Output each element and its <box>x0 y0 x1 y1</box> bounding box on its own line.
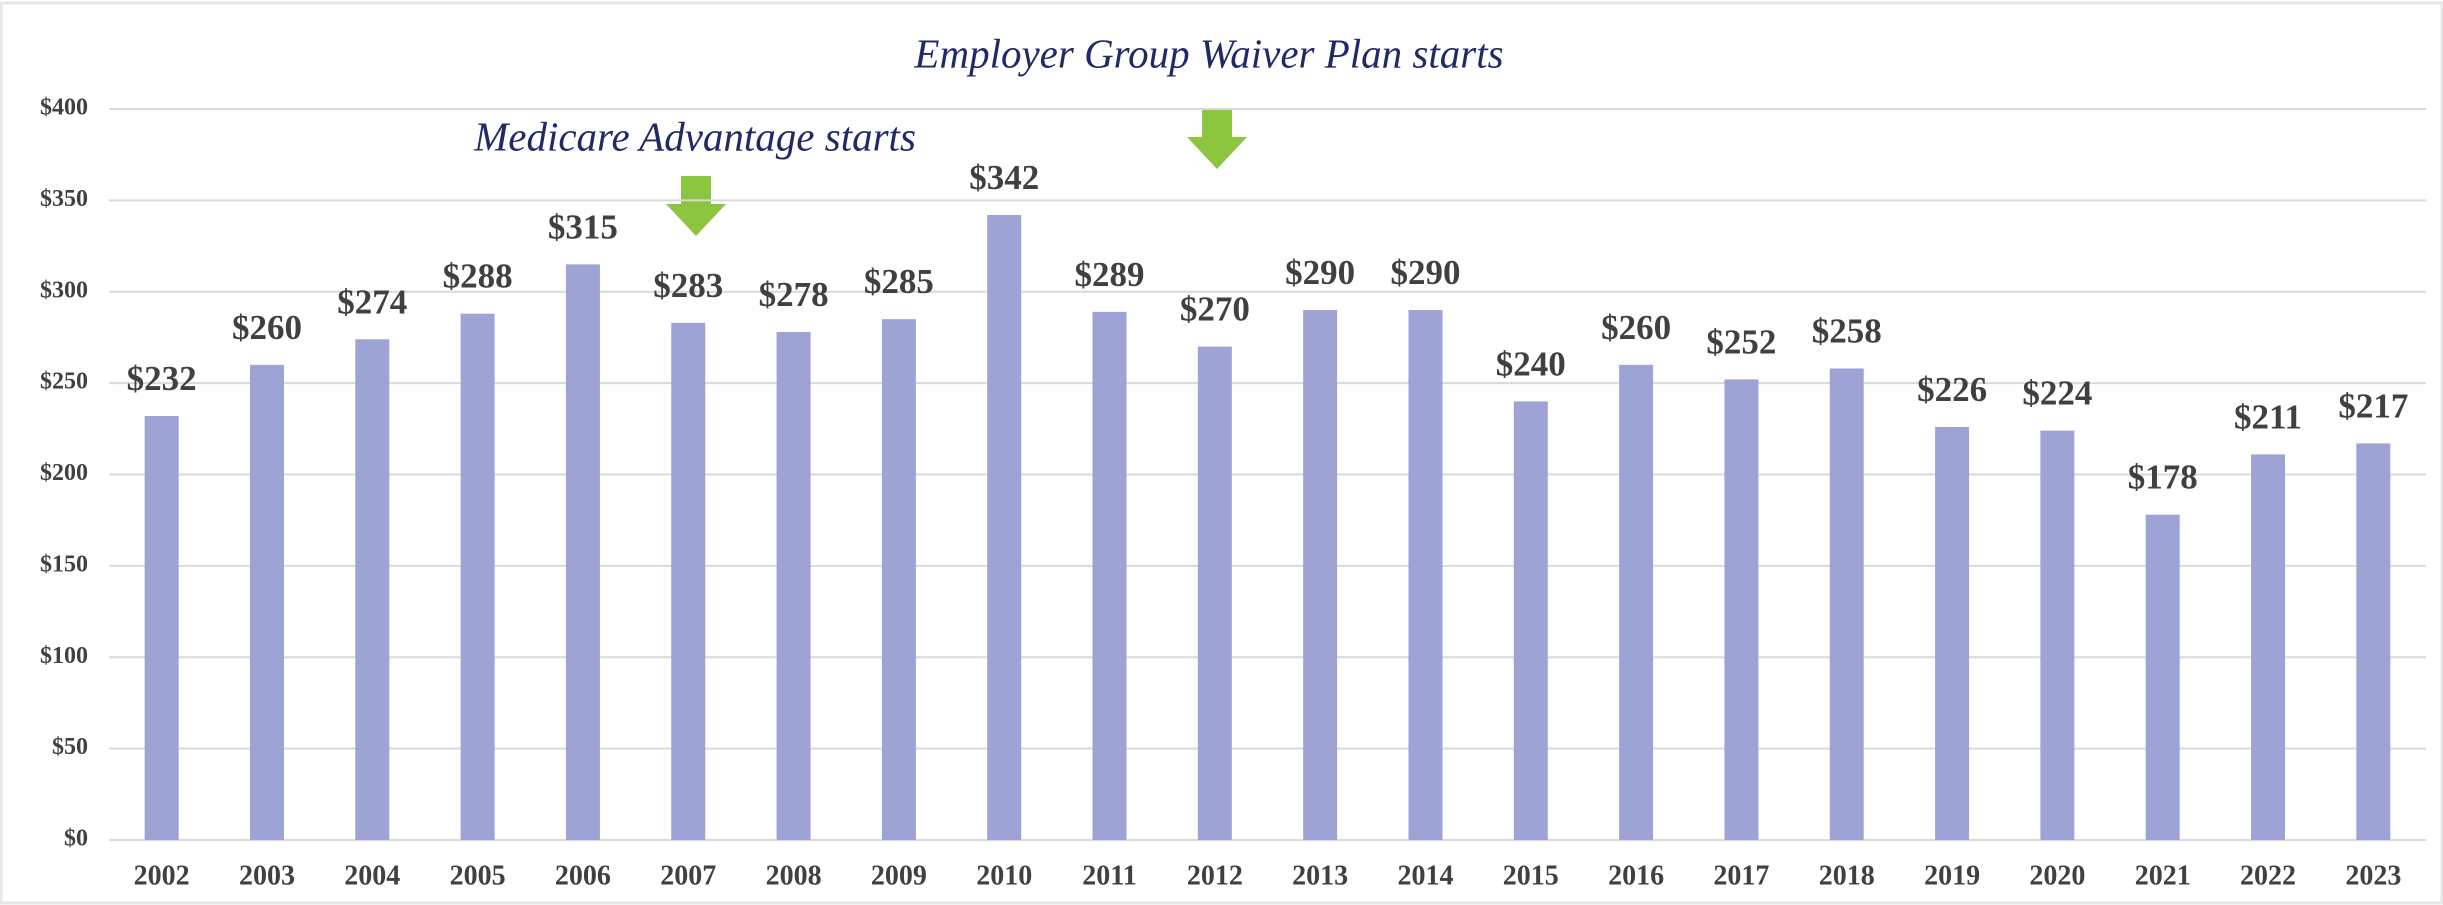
x-tick-label: 2004 <box>344 860 400 891</box>
bar <box>1303 310 1338 840</box>
x-tick-label: 2013 <box>1292 860 1348 891</box>
data-label: $226 <box>1917 370 1987 409</box>
data-label: $288 <box>443 257 513 296</box>
data-label: $274 <box>337 282 407 321</box>
x-tick-label: 2017 <box>1713 860 1769 891</box>
data-label: $342 <box>969 158 1039 197</box>
bar <box>1513 401 1548 840</box>
bar <box>460 313 495 840</box>
bar <box>1829 368 1864 840</box>
bar <box>249 364 284 840</box>
x-tick-label: 2009 <box>871 860 927 891</box>
data-label: $260 <box>232 308 302 347</box>
annotation-arrow <box>666 176 726 236</box>
x-tick-label: 2005 <box>450 860 506 891</box>
data-label: $290 <box>1285 253 1355 292</box>
bar <box>1092 311 1127 840</box>
x-tick-label: 2019 <box>1924 860 1980 891</box>
bar <box>2356 443 2391 840</box>
x-tick-label: 2014 <box>1397 860 1453 891</box>
x-tick-label: 2011 <box>1082 860 1136 891</box>
y-tick-label: $0 <box>64 826 88 852</box>
y-tick-label: $100 <box>40 643 88 669</box>
y-tick-label: $300 <box>40 277 88 303</box>
x-tick-label: 2020 <box>2029 860 2085 891</box>
x-tick-label: 2022 <box>2240 860 2296 891</box>
bar <box>881 319 916 841</box>
data-label: $260 <box>1601 308 1671 347</box>
y-tick-label: $400 <box>40 95 88 121</box>
y-tick-label: $250 <box>40 369 88 395</box>
x-tick-label: 2015 <box>1503 860 1559 891</box>
annotation: Employer Group Waiver Plan starts <box>913 30 1503 76</box>
x-tick-label: 2008 <box>766 860 822 891</box>
x-tick-label: 2012 <box>1187 860 1243 891</box>
bar <box>2251 454 2286 840</box>
bar <box>1724 379 1759 840</box>
bar <box>565 264 600 840</box>
data-label: $290 <box>1390 253 1460 292</box>
data-label: $232 <box>127 359 197 398</box>
x-tick-label: 2006 <box>555 860 611 891</box>
data-label: $252 <box>1706 323 1776 362</box>
data-label: $315 <box>548 207 618 246</box>
data-label: $278 <box>759 275 829 314</box>
data-label: $217 <box>2338 386 2408 425</box>
x-tick-label: 2023 <box>2345 860 2401 891</box>
x-tick-label: 2007 <box>660 860 716 891</box>
annotation-arrow <box>1187 109 1247 169</box>
x-tick-label: 2003 <box>239 860 295 891</box>
bar <box>776 331 811 840</box>
y-tick-label: $50 <box>52 734 88 760</box>
bar <box>1408 310 1443 840</box>
y-tick-label: $150 <box>40 551 88 577</box>
bar <box>671 322 706 840</box>
annotation: Medicare Advantage starts <box>473 113 916 159</box>
bar <box>1619 364 1654 840</box>
data-label: $211 <box>2234 397 2302 436</box>
x-tick-label: 2010 <box>976 860 1032 891</box>
data-label: $283 <box>653 266 723 305</box>
x-tick-label: 2002 <box>134 860 190 891</box>
bar <box>987 214 1022 840</box>
bar <box>1197 346 1232 840</box>
y-tick-label: $350 <box>40 186 88 212</box>
bar <box>355 339 390 840</box>
data-label: $240 <box>1496 344 1566 383</box>
data-label: $270 <box>1180 290 1250 329</box>
data-label: $178 <box>2128 458 2198 497</box>
data-label: $289 <box>1075 255 1145 294</box>
x-tick-label: 2021 <box>2135 860 2191 891</box>
bar <box>144 416 179 840</box>
data-label: $285 <box>864 262 934 301</box>
bar <box>2040 430 2075 840</box>
x-tick-label: 2016 <box>1608 860 1664 891</box>
data-label: $258 <box>1812 312 1882 351</box>
data-label: $224 <box>2022 374 2092 413</box>
bar <box>2145 514 2180 840</box>
y-tick-label: $200 <box>40 460 88 486</box>
x-tick-label: 2018 <box>1819 860 1875 891</box>
bar <box>1935 426 1970 840</box>
